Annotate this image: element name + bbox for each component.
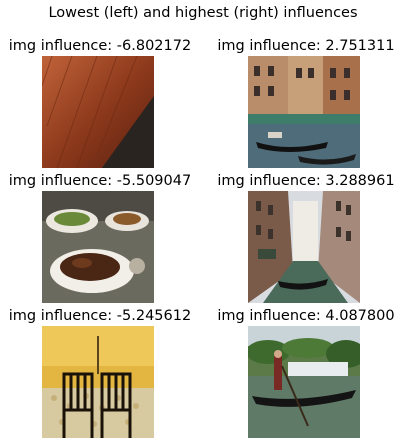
influence-label: img influence: -5.509047 — [8, 173, 192, 189]
influence-label: img influence: 4.087800 — [217, 308, 395, 324]
venice-gondolas-photo — [248, 56, 360, 168]
influence-label: img influence: 2.751311 — [217, 38, 395, 54]
influence-label: img influence: -6.802172 — [8, 38, 192, 54]
gondolier-boat-photo — [248, 326, 360, 438]
influence-label: img influence: -5.245612 — [8, 308, 192, 324]
yellow-room-chairs-photo — [42, 326, 154, 438]
figure-title: Lowest (left) and highest (right) influe… — [48, 5, 358, 21]
food-plates-photo — [42, 191, 154, 303]
venice-canal-photo — [248, 191, 360, 303]
wooden-table-photo — [42, 56, 154, 168]
influence-label: img influence: 3.288961 — [217, 173, 395, 189]
